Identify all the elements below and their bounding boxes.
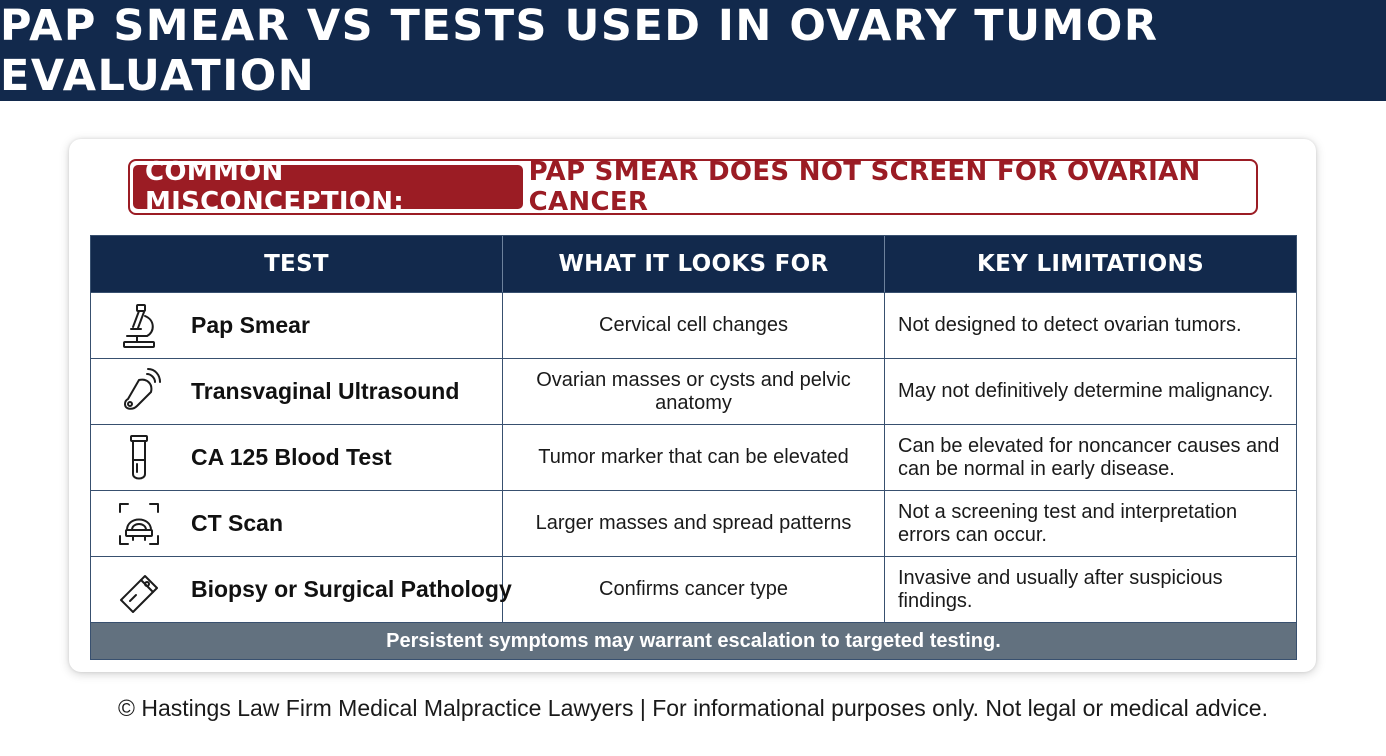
title-banner: PAP SMEAR VS TESTS USED IN OVARY TUMOR E… — [0, 0, 1386, 101]
microscope-icon — [117, 302, 161, 350]
test-name: Transvaginal Ultrasound — [191, 378, 460, 404]
table-row: Pap Smear Cervical cell changes Not desi… — [91, 292, 1296, 358]
page-title: PAP SMEAR VS TESTS USED IN OVARY TUMOR E… — [0, 0, 1159, 101]
limitations-cell: Not designed to detect ovarian tumors. — [898, 314, 1242, 336]
test-cell: CT Scan — [91, 491, 503, 556]
test-name: CT Scan — [191, 510, 284, 536]
table-row: Transvaginal Ultrasound Ovarian masses o… — [91, 358, 1296, 424]
test-cell: Biopsy or Surgical Pathology — [91, 557, 512, 622]
looks-for-cell: Larger masses and spread patterns — [503, 491, 885, 556]
table-row: Biopsy or Surgical Pathology Confirms ca… — [91, 556, 1296, 622]
limitations-cell: May not definitively determine malignanc… — [898, 380, 1274, 402]
looks-for-cell: Cervical cell changes — [503, 293, 885, 358]
test-name: CA 125 Blood Test — [191, 444, 392, 470]
ultrasound-probe-icon — [117, 367, 161, 416]
test-tube-icon — [117, 434, 161, 482]
test-name: Biopsy or Surgical Pathology — [191, 576, 512, 602]
comparison-table: TEST WHAT IT LOOKS FOR KEY LIMITATIONS — [90, 235, 1297, 660]
looks-for-cell: Confirms cancer type — [503, 557, 885, 622]
misconception-tag: COMMON MISCONCEPTION: — [133, 157, 523, 217]
table-header: TEST WHAT IT LOOKS FOR KEY LIMITATIONS — [91, 236, 1296, 292]
copyright-notice: © Hastings Law Firm Medical Malpractice … — [118, 695, 1268, 721]
table-row: CA 125 Blood Test Tumor marker that can … — [91, 424, 1296, 490]
looks-for-cell: Tumor marker that can be elevated — [503, 425, 885, 490]
table-footer-note: Persistent symptoms may warrant escalati… — [91, 622, 1296, 659]
test-cell: CA 125 Blood Test — [91, 425, 503, 490]
test-cell: Pap Smear — [91, 293, 503, 358]
misconception-text: PAP SMEAR DOES NOT SCREEN FOR OVARIAN CA… — [528, 157, 1201, 217]
limitations-cell: Invasive and usually after suspicious fi… — [898, 566, 1223, 612]
misconception-banner: COMMON MISCONCEPTION: PAP SMEAR DOES NOT… — [128, 157, 1258, 217]
comparison-card: COMMON MISCONCEPTION: PAP SMEAR DOES NOT… — [69, 139, 1316, 672]
header-test: TEST — [91, 236, 503, 292]
test-name: Pap Smear — [191, 312, 310, 338]
test-cell: Transvaginal Ultrasound — [91, 359, 503, 424]
ct-scanner-icon — [117, 500, 161, 548]
table-row: CT Scan Larger masses and spread pattern… — [91, 490, 1296, 556]
looks-for-cell: Ovarian masses or cysts and pelvic anato… — [503, 359, 885, 424]
limitations-cell: Can be elevated for noncancer causes and… — [898, 434, 1280, 480]
header-limitations: KEY LIMITATIONS — [977, 251, 1204, 277]
header-looks-for: WHAT IT LOOKS FOR — [503, 236, 885, 292]
biopsy-slide-icon — [117, 566, 161, 614]
limitations-cell: Not a screening test and interpretation … — [898, 500, 1238, 546]
